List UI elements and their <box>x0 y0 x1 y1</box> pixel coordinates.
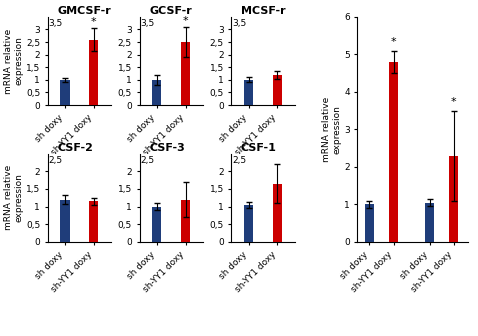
Bar <box>425 203 435 242</box>
Y-axis label: mRNA relative
expression: mRNA relative expression <box>4 165 23 230</box>
Bar <box>449 156 458 242</box>
Text: *: * <box>91 17 97 27</box>
Bar <box>181 200 190 242</box>
Text: CSF-2: CSF-2 <box>57 143 93 153</box>
Bar <box>152 80 162 105</box>
Bar <box>181 42 190 105</box>
Text: CSF-1: CSF-1 <box>241 143 277 153</box>
Bar <box>89 40 98 105</box>
Bar <box>152 207 162 242</box>
Text: GMCSF-r: GMCSF-r <box>57 6 111 16</box>
Text: 2,5: 2,5 <box>48 156 63 165</box>
Bar <box>273 75 282 105</box>
Bar <box>273 184 282 242</box>
Bar <box>365 204 374 242</box>
Text: *: * <box>183 16 188 26</box>
Text: 3,5: 3,5 <box>232 19 246 29</box>
Text: 3,5: 3,5 <box>140 19 154 29</box>
Bar <box>389 62 398 242</box>
Text: MCSF-r: MCSF-r <box>241 6 285 16</box>
Y-axis label: mRNA relative
expression: mRNA relative expression <box>4 28 23 93</box>
Bar <box>89 201 98 242</box>
Bar <box>60 200 70 242</box>
Text: 3,5: 3,5 <box>48 19 63 29</box>
Y-axis label: mRNA relative
expression: mRNA relative expression <box>322 97 341 162</box>
Text: 2,5: 2,5 <box>140 156 154 165</box>
Text: GCSF-r: GCSF-r <box>149 6 192 16</box>
Text: 2,5: 2,5 <box>232 156 246 165</box>
Bar <box>244 80 253 105</box>
Text: CSF-3: CSF-3 <box>149 143 185 153</box>
Text: *: * <box>391 37 396 47</box>
Text: *: * <box>451 97 457 107</box>
Bar <box>244 205 253 242</box>
Bar <box>60 80 70 105</box>
